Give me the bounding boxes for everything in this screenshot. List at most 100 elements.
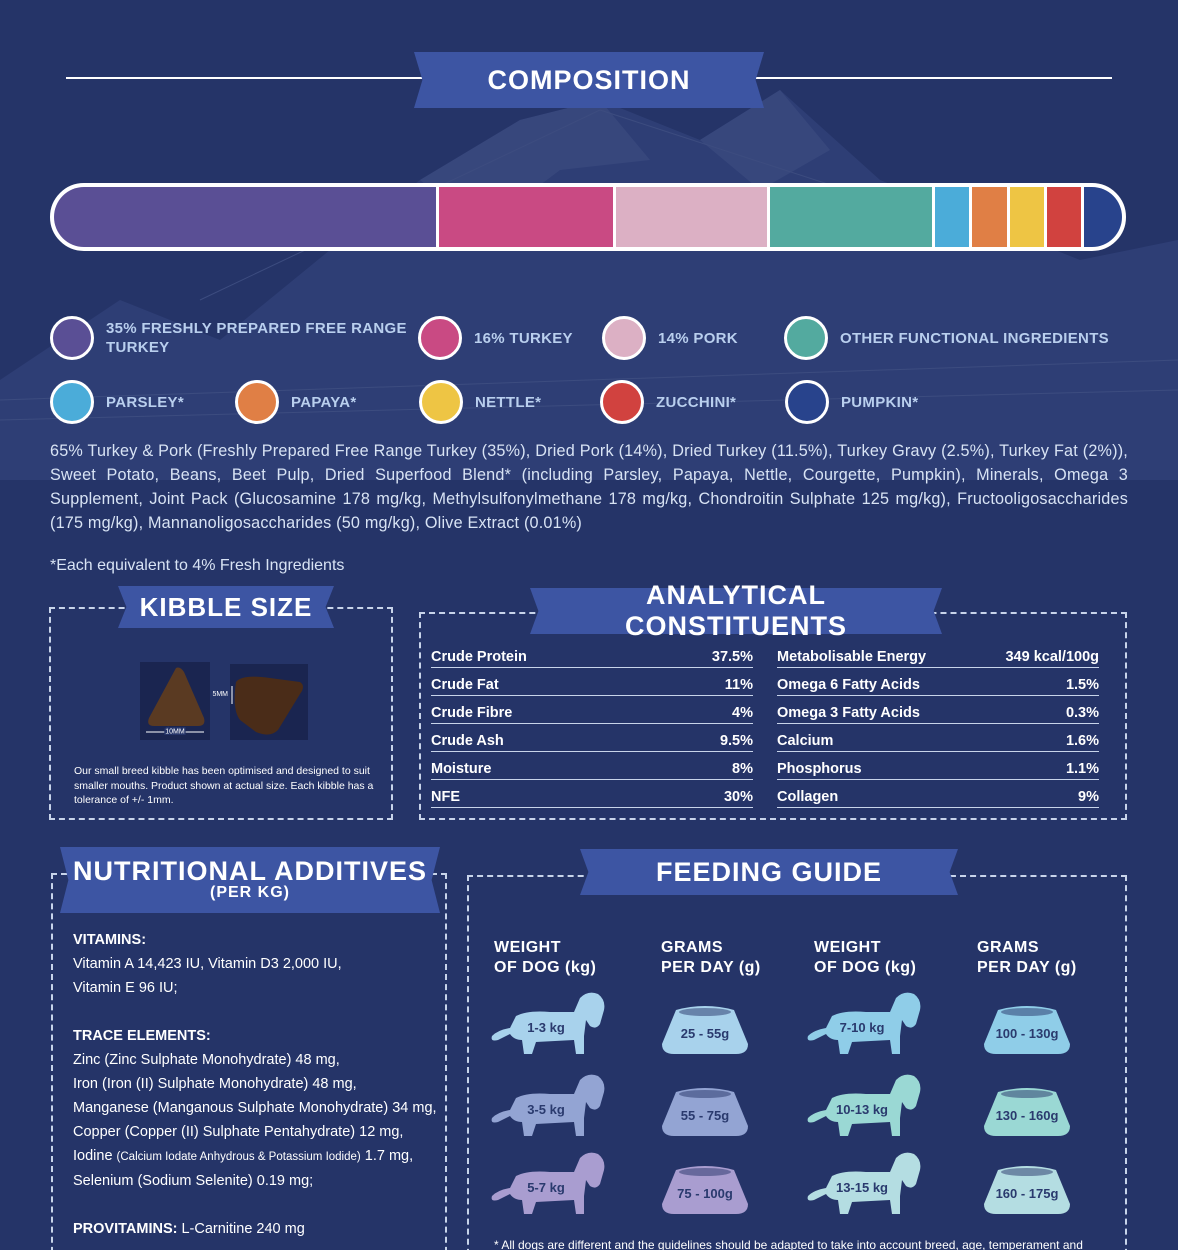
constituent-value: 4%	[732, 705, 753, 721]
constituent-name: Calcium	[777, 733, 834, 749]
iodine-value: 1.7 mg,	[360, 1148, 414, 1164]
legend-item: 14% PORK	[602, 316, 798, 360]
analytical-row: Collagen 9%	[777, 784, 1099, 808]
analytical-row: Moisture 8%	[431, 756, 753, 780]
iodine-source: (Calcium Iodate Anhydrous & Potassium Io…	[116, 1151, 361, 1163]
legend-swatch	[785, 380, 829, 424]
feeding-head-weight-left: WEIGHT OF DOG (kg)	[494, 939, 597, 976]
constituent-value: 0.3%	[1065, 705, 1099, 721]
fresh-ingredients-footnote: *Each equivalent to 4% Fresh Ingredients	[50, 557, 345, 574]
composition-segment	[1047, 187, 1085, 247]
bowl-grams-label: 100 - 130g	[996, 1026, 1059, 1041]
composition-rule-left	[66, 77, 424, 79]
legend-swatch	[235, 380, 279, 424]
vitamins-heading: VITAMINS:	[73, 932, 147, 948]
legend-item: 35% FRESHLY PREPARED FREE RANGE TURKEY	[50, 316, 416, 360]
legend-swatch	[602, 316, 646, 360]
bowl-grams-label: 130 - 160g	[996, 1108, 1059, 1123]
additives-text: VITAMINS: Vitamin A 14,423 IU, Vitamin D…	[73, 928, 443, 1241]
composition-bar	[50, 183, 1126, 251]
provitamins-line: PROVITAMINS: L-Carnitine 240 mg	[73, 1217, 443, 1241]
composition-segment	[615, 187, 770, 247]
legend-label: 14% PORK	[658, 329, 738, 347]
analytical-row: Metabolisable Energy 349 kcal/100g	[777, 644, 1099, 668]
analytical-row: Omega 6 Fatty Acids 1.5%	[777, 672, 1099, 696]
trace-line: Copper (Copper (II) Sulphate Pentahydrat…	[73, 1124, 404, 1140]
trace-line: Iron (Iron (II) Sulphate Monohydrate) 48…	[73, 1076, 357, 1092]
dog-icon: 1-3 kg	[491, 992, 605, 1054]
constituent-name: Collagen	[777, 789, 839, 805]
dog-weight-label: 13-15 kg	[836, 1180, 888, 1195]
dog-icon: 7-10 kg	[807, 992, 921, 1054]
analytical-row: NFE 30%	[431, 784, 753, 808]
composition-title: COMPOSITION	[487, 64, 691, 95]
provitamins-heading: PROVITAMINS:	[73, 1221, 178, 1237]
constituent-value: 349 kcal/100g	[1005, 649, 1099, 665]
constituent-value: 9.5%	[719, 733, 753, 749]
kibble-triangle	[148, 667, 205, 726]
legend-swatch	[600, 380, 644, 424]
dog-weight-label: 1-3 kg	[527, 1020, 565, 1035]
dog-icon: 5-7 kg	[491, 1152, 605, 1214]
composition-segment	[1084, 187, 1122, 247]
kibble-illustration: 10MM 5MM	[140, 662, 308, 740]
legend-item: 16% TURKEY	[418, 316, 614, 360]
analytical-row: Crude Fibre 4%	[431, 700, 753, 724]
legend-item: OTHER FUNCTIONAL INGREDIENTS	[784, 316, 1170, 360]
legend-label: 16% TURKEY	[474, 329, 573, 347]
bowl-grams-label: 160 - 175g	[996, 1186, 1059, 1201]
analytical-row: Crude Protein 37.5%	[431, 644, 753, 668]
composition-segment	[1009, 187, 1048, 247]
bowl-icon: 160 - 175g	[984, 1166, 1070, 1214]
legend-label: ZUCCHINI*	[656, 393, 737, 411]
analytical-row: Phosphorus 1.1%	[777, 756, 1099, 780]
additives-ribbon: NUTRITIONAL ADDITIVES (PER KG)	[70, 847, 430, 913]
legend-item: ZUCCHINI*	[600, 380, 826, 424]
dog-icon: 3-5 kg	[491, 1074, 605, 1136]
analytical-title: ANALYTICAL CONSTITUENTS	[624, 580, 847, 641]
trace-line: Zinc (Zinc Sulphate Monohydrate) 48 mg,	[73, 1052, 340, 1068]
bowl-icon: 75 - 100g	[662, 1166, 748, 1214]
feeding-head-grams-right: GRAMS PER DAY (g)	[977, 939, 1077, 976]
composition-segment	[934, 187, 973, 247]
bowl-icon: 130 - 160g	[984, 1088, 1070, 1136]
kibble-side	[234, 676, 303, 735]
analytical-row: Calcium 1.6%	[777, 728, 1099, 752]
constituent-value: 11%	[724, 677, 753, 693]
legend-label: 35% FRESHLY PREPARED FREE RANGE TURKEY	[106, 320, 407, 356]
analytical-row: Crude Ash 9.5%	[431, 728, 753, 752]
dog-weight-label: 7-10 kg	[840, 1020, 885, 1035]
composition-segment	[54, 187, 440, 247]
constituent-name: Metabolisable Energy	[777, 649, 927, 665]
constituent-value: 9%	[1078, 789, 1099, 805]
constituent-name: Crude Fat	[431, 677, 499, 693]
legend-swatch	[50, 380, 94, 424]
dog-weight-label: 10-13 kg	[836, 1102, 888, 1117]
legend-swatch	[784, 316, 828, 360]
dog-weight-label: 5-7 kg	[527, 1180, 565, 1195]
dog-icon: 13-15 kg	[807, 1152, 921, 1214]
constituent-name: NFE	[431, 789, 460, 805]
feeding-title: FEEDING GUIDE	[655, 856, 883, 887]
dog-icon: 10-13 kg	[807, 1074, 921, 1136]
ingredients-text: 65% Turkey & Pork (Freshly Prepared Free…	[50, 442, 1128, 532]
legend-label: PAPAYA*	[291, 393, 357, 411]
kibble-note: Our small breed kibble has been optimise…	[74, 765, 374, 806]
composition-segment	[972, 187, 1010, 247]
analytical-ribbon: ANALYTICAL CONSTITUENTS	[540, 580, 932, 641]
trace-line: Manganese (Manganous Sulphate Monohydrat…	[73, 1100, 437, 1116]
constituent-value: 8%	[732, 761, 753, 777]
kibble-size-title: KIBBLE SIZE	[139, 591, 313, 622]
constituent-name: Crude Ash	[431, 733, 504, 749]
composition-rule-right	[756, 77, 1112, 79]
composition-segment	[769, 187, 935, 247]
constituent-value: 1.1%	[1065, 761, 1099, 777]
legend-item: NETTLE*	[419, 380, 645, 424]
composition-title-ribbon: COMPOSITION	[424, 52, 754, 108]
legend-item: PAPAYA*	[235, 380, 461, 424]
bowl-grams-label: 55 - 75g	[681, 1108, 729, 1123]
legend-swatch	[50, 316, 94, 360]
legend-item: PARSLEY*	[50, 380, 276, 424]
feeding-note: * All dogs are different and the guideli…	[494, 1238, 1083, 1250]
vitamins-line: Vitamin A 14,423 IU, Vitamin D3 2,000 IU…	[73, 956, 342, 972]
